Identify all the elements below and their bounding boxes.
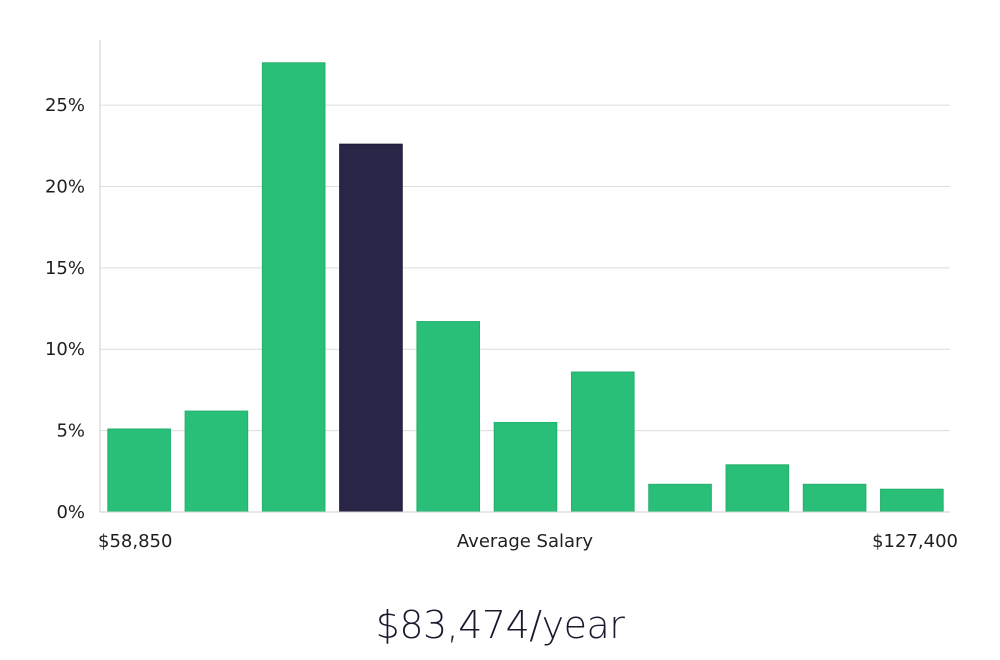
x-max-label: $127,400 — [872, 531, 958, 552]
bar-highlighted — [339, 143, 403, 513]
x-axis-title: Average Salary — [457, 531, 594, 552]
bar — [725, 464, 790, 513]
bar — [493, 421, 558, 513]
y-tick-label: 15% — [45, 258, 85, 279]
average-salary-value: $83,474/year — [375, 603, 625, 647]
y-tick-label: 0% — [56, 502, 85, 523]
bar — [802, 483, 867, 513]
chart-svg: 0% 5% 10% 15% 20% 25% $58,850 Average Salary $12… — [45, 40, 958, 552]
bar — [570, 371, 635, 513]
bar — [648, 483, 712, 513]
salary-histogram: 0% 5% 10% 15% 20% 25% $58,850 Average Salary $12… — [45, 40, 958, 552]
y-tick-label: 5% — [56, 421, 85, 442]
bar — [184, 410, 249, 513]
bar — [261, 62, 326, 513]
y-tick-label: 25% — [45, 95, 85, 116]
bar — [107, 428, 171, 513]
bar — [880, 488, 944, 513]
y-tick-label: 10% — [45, 339, 85, 360]
y-tick-label: 20% — [45, 176, 85, 197]
bar — [416, 321, 481, 513]
x-min-label: $58,850 — [98, 531, 172, 552]
